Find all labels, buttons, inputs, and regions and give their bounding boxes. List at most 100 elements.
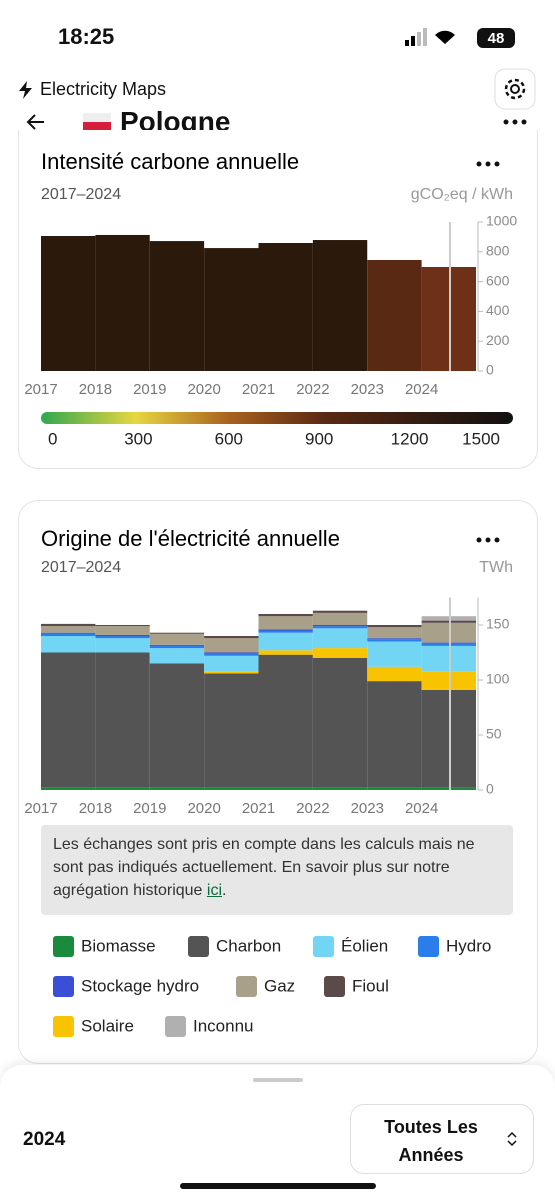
colorbar-label: 0: [48, 429, 57, 448]
bar: [258, 243, 313, 371]
bar-segment: [149, 633, 205, 645]
bar-segment: [367, 787, 422, 790]
colorbar-label: 300: [124, 429, 152, 448]
unit: TWh: [479, 559, 513, 576]
legend-swatch: [324, 976, 345, 997]
legend-label: Hydro: [446, 936, 491, 955]
bar-segment: [204, 673, 259, 788]
x-tick-label: 2023: [351, 800, 384, 817]
legend-label: Gaz: [264, 976, 295, 995]
header-actions[interactable]: [494, 68, 536, 132]
app-name: Electricity Maps: [40, 79, 167, 99]
x-tick-label: 2021: [242, 381, 275, 398]
bar-segment: [204, 652, 259, 654]
bar-segment: [204, 638, 259, 653]
legend: Biomasse Charbon Éolien Hydro Stockage hydro…: [53, 936, 491, 1037]
battery: 48: [488, 30, 505, 47]
bar-segment: [258, 654, 313, 788]
legend-label: Solaire: [81, 1016, 134, 1035]
period-select[interactable]: Toutes Les Années: [350, 1104, 534, 1174]
logo: [19, 81, 32, 99]
y-tick-label: 150: [486, 616, 510, 632]
bar-segment: [204, 655, 259, 672]
y-tick-label: 200: [486, 332, 510, 348]
carbon-chart: Intensité carbone annuelle 2017–2024 gCO…: [24, 149, 517, 449]
legend-swatch: [236, 976, 257, 997]
colorbar-label: 900: [305, 429, 333, 448]
bar-segment: [95, 787, 150, 790]
bar-segment: [95, 626, 150, 635]
x-tick-label: 2022: [296, 381, 329, 398]
bar-segment: [149, 787, 205, 790]
chart-title: Intensité carbone annuelle: [41, 149, 299, 174]
back-button[interactable]: [24, 110, 48, 134]
bar-segment: [204, 653, 259, 656]
legend-label: Inconnu: [193, 1016, 254, 1035]
note-text: Les échanges sont pris en compte dans le…: [53, 836, 475, 899]
note-link[interactable]: ici: [206, 882, 222, 899]
bar: [367, 259, 422, 371]
chart-title: Origine de l'électricité annuelle: [41, 526, 340, 551]
y-tick-label: 100: [486, 671, 510, 687]
legend-swatch: [53, 976, 74, 997]
sheet-handle[interactable]: [253, 1078, 303, 1082]
y-tick-label: 1000: [486, 213, 517, 229]
x-tick-label: 2019: [133, 381, 166, 398]
bar-segment: [258, 787, 313, 790]
bar-segment: [149, 648, 205, 664]
bar-segment: [367, 666, 422, 682]
note-end: .: [222, 882, 227, 899]
bar-segment: [95, 652, 150, 788]
bar: [421, 266, 476, 371]
more[interactable]: [476, 161, 500, 167]
status-icons: 48: [405, 28, 515, 48]
bar-segment: [421, 645, 476, 672]
bar-segment: [367, 625, 422, 628]
x-tick-label: 2021: [242, 800, 275, 817]
bar-segment: [312, 648, 368, 658]
legend-swatch: [53, 936, 74, 957]
legend-swatch: [418, 936, 439, 957]
subtitle: 2017–2024: [41, 186, 121, 203]
bar-segment: [41, 632, 96, 634]
bar-segment: [95, 636, 150, 639]
unit: gCO₂eq / kWh: [411, 186, 513, 203]
legend-swatch: [313, 936, 334, 957]
bar-segment: [421, 643, 476, 646]
bar-segment: [149, 644, 205, 646]
x-tick-label: 2024: [405, 381, 438, 398]
bar-segment: [367, 641, 422, 667]
selected-year: 2024: [23, 1129, 66, 1150]
bar-segment: [258, 616, 313, 630]
mix-chart: Origine de l'électricité annuelle 2017–2…: [24, 526, 513, 817]
bar-segment: [258, 632, 313, 651]
bar-segment: [204, 636, 259, 639]
x-tick-label: 2020: [187, 381, 220, 398]
bar-segment: [41, 626, 96, 633]
y-tick-label: 400: [486, 302, 510, 318]
bar: [204, 248, 259, 371]
legend-label: Biomasse: [81, 936, 156, 955]
y-tick-label: 800: [486, 243, 510, 259]
bar-segment: [95, 625, 150, 627]
x-tick-label: 2019: [133, 800, 166, 817]
colorbar-label: 600: [215, 429, 243, 448]
bar-segment: [421, 787, 476, 790]
bar-segment: [258, 650, 313, 655]
bar-segment: [149, 663, 205, 788]
x-tick-label: 2017: [24, 381, 57, 398]
bar-segment: [421, 622, 476, 643]
bar-segment: [149, 632, 205, 634]
bar: [149, 241, 205, 371]
bar-segment: [367, 638, 422, 640]
y-tick-label: 50: [486, 726, 502, 742]
legend-label: Éolien: [341, 936, 388, 955]
flag: [83, 113, 111, 131]
legend-label: Stockage hydro: [81, 976, 199, 995]
y-tick-label: 0: [486, 781, 494, 797]
more[interactable]: [476, 537, 500, 543]
bar: [95, 234, 150, 371]
bar-segment: [312, 612, 368, 625]
bar-segment: [367, 627, 422, 639]
